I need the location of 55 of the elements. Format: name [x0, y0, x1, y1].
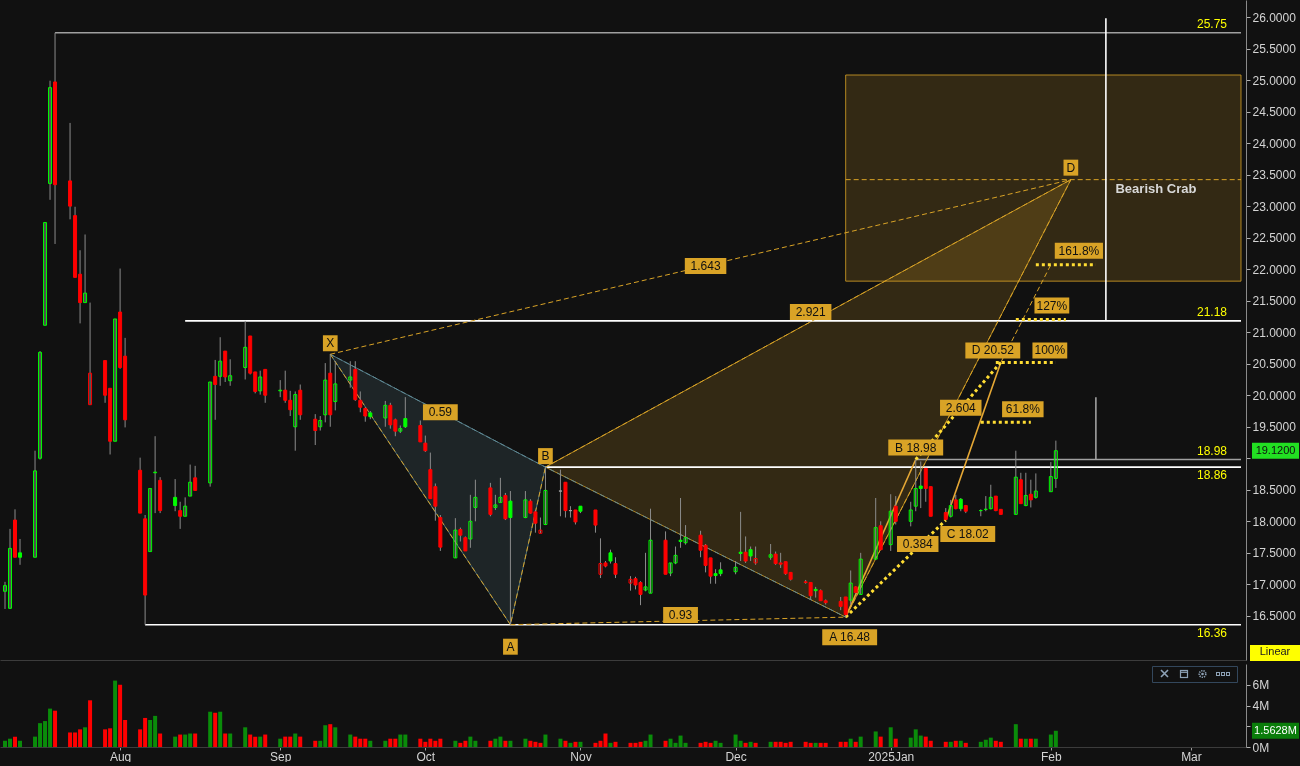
y-tick-label: 25.0000 — [1252, 73, 1297, 88]
y-tick-label: 20.5000 — [1252, 357, 1297, 372]
x-tick-label: Mar — [1181, 749, 1202, 764]
y-tick-label: 16.5000 — [1252, 609, 1297, 624]
annotation: B — [541, 449, 550, 464]
annotation: B 18.98 — [895, 440, 937, 455]
series-label: 21.18 — [1196, 304, 1228, 319]
text: 19.1200 — [1255, 443, 1296, 456]
annotation: Bearish Crab — [1115, 180, 1197, 196]
annotation: 0.93 — [668, 607, 693, 622]
y-tick-label: 18.5000 — [1252, 483, 1297, 498]
x-tick-label: Dec — [725, 749, 747, 764]
annotation: A — [506, 639, 515, 654]
annotation: C 18.02 — [946, 527, 990, 542]
y-tick-label: 0M — [1252, 740, 1270, 755]
text: 1.5628M — [1254, 723, 1297, 736]
annotation: D — [1066, 160, 1076, 175]
y-tick-label: 24.5000 — [1252, 105, 1297, 120]
x-tick-label: Feb — [1041, 749, 1062, 764]
y-tick-label: 22.0000 — [1252, 262, 1297, 277]
series-label: 16.36 — [1196, 625, 1228, 640]
annotation: X — [326, 336, 335, 351]
y-tick-label: 23.5000 — [1252, 168, 1297, 183]
x-tick-label: Nov — [570, 749, 592, 764]
y-tick-label: 21.0000 — [1252, 325, 1297, 340]
y-tick-label: 4M — [1252, 699, 1270, 713]
annotation: 2.921 — [795, 305, 826, 320]
y-tick-label: 17.5000 — [1252, 546, 1297, 561]
y-tick-label: 26.0000 — [1252, 10, 1297, 25]
y-tick-label: 22.5000 — [1252, 231, 1297, 246]
y-tick-label: 25.5000 — [1252, 42, 1297, 57]
annotation: 0.59 — [428, 405, 453, 420]
annotation: 2.604 — [945, 400, 977, 415]
y-tick-label: 19.5000 — [1252, 420, 1297, 435]
legend-label: 18.98 — [1196, 443, 1228, 458]
y-tick-label: 20.0000 — [1252, 388, 1297, 403]
annotation: 100% — [1034, 343, 1066, 358]
y-tick-label: 18.0000 — [1252, 514, 1297, 529]
y-tick-label: 24.0000 — [1252, 136, 1297, 151]
annotation: 1.643 — [690, 259, 721, 274]
annotation: 61.8% — [1005, 402, 1041, 417]
text: Linear — [1250, 645, 1300, 661]
x-tick-label: Oct — [416, 749, 436, 764]
y-tick-label: 6M — [1252, 678, 1270, 693]
series-label: 18.86 — [1196, 468, 1228, 483]
y-tick-label: 21.5000 — [1252, 294, 1297, 309]
y-tick-label: 23.0000 — [1252, 199, 1297, 214]
y-tick-label: 17.0000 — [1252, 577, 1297, 592]
annotation: 161.8% — [1058, 243, 1100, 258]
x-tick-label: 2025Jan — [868, 749, 915, 764]
legend-label: 25.75 — [1196, 16, 1228, 31]
annotation: A 16.48 — [829, 630, 871, 645]
annotation: D 20.52 — [971, 343, 1015, 358]
annotation: 127% — [1036, 298, 1068, 313]
annotation: 0.384 — [902, 537, 934, 552]
